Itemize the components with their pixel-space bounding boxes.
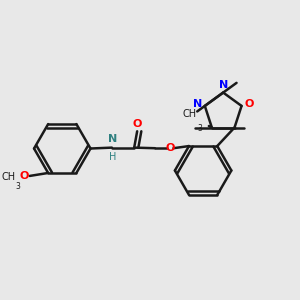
Text: O: O — [244, 99, 254, 110]
Text: N: N — [108, 134, 117, 144]
Text: O: O — [20, 171, 29, 181]
Text: 3: 3 — [16, 182, 20, 191]
Text: 3: 3 — [198, 124, 203, 133]
Text: N: N — [219, 80, 228, 90]
Text: O: O — [166, 143, 175, 153]
Text: N: N — [193, 99, 202, 110]
Text: CH: CH — [183, 110, 197, 119]
Text: O: O — [133, 119, 142, 129]
Text: H: H — [109, 152, 116, 162]
Text: CH: CH — [1, 172, 16, 182]
